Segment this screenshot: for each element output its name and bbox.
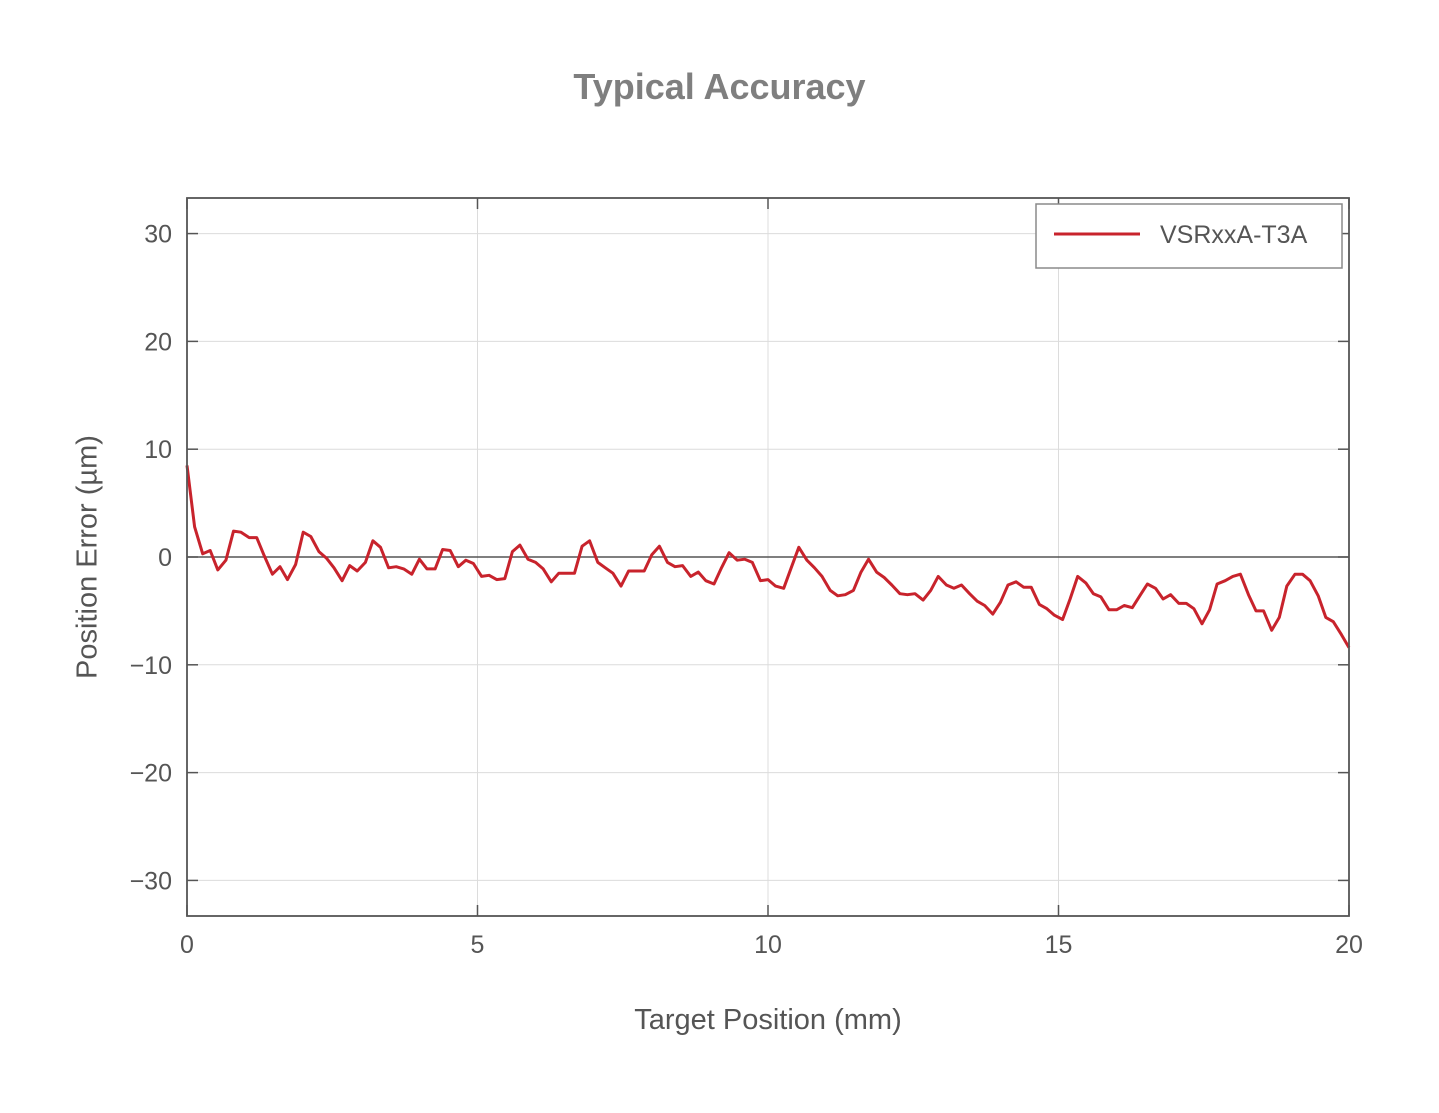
legend-label: VSRxxA-T3A <box>1160 221 1308 249</box>
x-tick-label: 10 <box>754 931 782 959</box>
x-tick-label: 15 <box>1045 931 1073 959</box>
y-tick-label: 20 <box>144 328 172 356</box>
x-tick-label: 20 <box>1335 931 1363 959</box>
y-tick-label: 10 <box>144 436 172 464</box>
x-tick-label: 5 <box>471 931 485 959</box>
y-tick-label: 0 <box>158 544 172 572</box>
x-tick-label: 0 <box>180 931 194 959</box>
y-tick-label: 30 <box>144 221 172 249</box>
series-line <box>185 465 1351 649</box>
axes-frame <box>186 197 1350 917</box>
y-axis-label: Position Error (µm) <box>71 435 104 679</box>
x-axis-label: Target Position (mm) <box>634 1004 902 1036</box>
legend-box <box>1035 203 1343 269</box>
chart-title: Typical Accuracy <box>573 66 866 107</box>
y-tick-label: −20 <box>130 760 172 788</box>
y-tick-label: −30 <box>130 867 172 895</box>
y-tick-label: −10 <box>130 652 172 680</box>
